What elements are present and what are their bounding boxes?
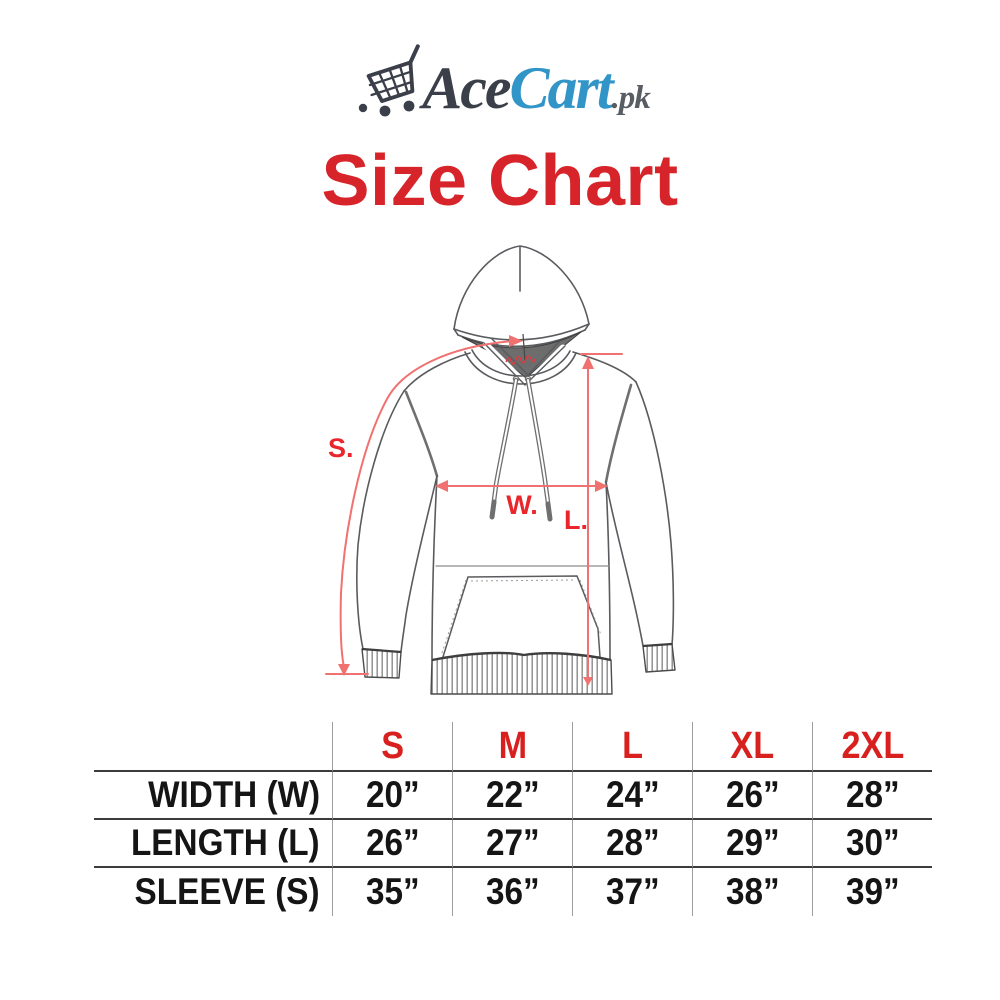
measurement-labels: S. W. L. bbox=[328, 433, 588, 535]
sleeve-measure-line bbox=[339, 340, 515, 668]
width-value-m: 22” bbox=[452, 772, 572, 820]
sleeve-value-m: 36” bbox=[452, 868, 572, 916]
right-raglan-seam bbox=[604, 383, 633, 484]
right-aglet bbox=[545, 501, 553, 522]
collar bbox=[464, 338, 577, 390]
hood-band-inner bbox=[457, 329, 586, 348]
length-value-s: 26” bbox=[332, 820, 452, 868]
right-body-side bbox=[605, 481, 611, 661]
row-label-width: WIDTH (W) bbox=[94, 772, 332, 820]
shopping-cart-icon bbox=[359, 44, 421, 117]
right-shoulder bbox=[572, 351, 637, 383]
right-sleeve-inner bbox=[605, 481, 644, 647]
ribbing bbox=[361, 642, 676, 695]
inner-hood-seam bbox=[522, 333, 526, 362]
brand-name-ace: Ace bbox=[422, 55, 511, 121]
sleeve-arrowhead-end bbox=[338, 664, 350, 676]
kangaroo-pocket bbox=[440, 575, 601, 661]
collar-brand-script-icon bbox=[505, 355, 536, 365]
size-header-l: L bbox=[572, 722, 692, 772]
pocket-stitching bbox=[440, 579, 602, 657]
sleeve-arrowhead-start bbox=[509, 335, 523, 347]
row-label-length: LENGTH (L) bbox=[94, 820, 332, 868]
drawstrings bbox=[489, 375, 553, 522]
sleeve-label: S. bbox=[328, 433, 354, 463]
sleeve-value-s: 35” bbox=[332, 868, 452, 916]
size-header-s: S bbox=[332, 722, 452, 772]
measurement-annotations bbox=[325, 335, 623, 686]
brand-name-tld: .pk bbox=[611, 80, 651, 116]
sleeve-value-2xl: 39” bbox=[812, 868, 932, 916]
hoodie-diagram: S. W. L. bbox=[300, 233, 720, 715]
length-value-m: 27” bbox=[452, 820, 572, 868]
length-label: L. bbox=[564, 505, 588, 535]
left-sleeve-inner bbox=[400, 475, 438, 653]
size-header-m: M bbox=[452, 722, 572, 772]
hood-band-outer bbox=[453, 323, 590, 341]
hoodie-illustration: S. W. L. bbox=[325, 245, 676, 695]
brand-name-cart: Cart bbox=[509, 55, 613, 121]
logo: AceCart.pk bbox=[0, 42, 1000, 134]
length-arrowhead-bottom bbox=[583, 677, 593, 686]
width-value-l: 24” bbox=[572, 772, 692, 820]
left-raglan-seam bbox=[404, 390, 439, 478]
length-arrowhead-top bbox=[582, 356, 594, 369]
width-value-s: 20” bbox=[332, 772, 452, 820]
length-value-xl: 29” bbox=[692, 820, 812, 868]
brand-name: AceCart.pk bbox=[422, 55, 651, 121]
length-value-2xl: 30” bbox=[812, 820, 932, 868]
length-value-l: 28” bbox=[572, 820, 692, 868]
sleeve-value-l: 37” bbox=[572, 868, 692, 916]
left-shoulder bbox=[403, 352, 471, 392]
size-header-xl: XL bbox=[692, 722, 812, 772]
right-cuff bbox=[642, 643, 676, 673]
right-sleeve-outer bbox=[635, 381, 675, 646]
left-body-side bbox=[431, 475, 438, 661]
body-and-sleeves bbox=[356, 351, 675, 661]
width-arrowhead-right bbox=[595, 480, 608, 492]
width-value-2xl: 28” bbox=[812, 772, 932, 820]
left-sleeve-outer bbox=[356, 390, 405, 650]
row-label-sleeve: SLEEVE (S) bbox=[134, 871, 320, 912]
size-table: S M L XL 2XL WIDTH (W) 20” 22” 24” 26” 2… bbox=[94, 722, 932, 916]
width-value-xl: 26” bbox=[692, 772, 812, 820]
width-arrowhead-left bbox=[435, 480, 448, 492]
hood-outline bbox=[453, 245, 590, 330]
size-header-2xl: 2XL bbox=[812, 722, 932, 772]
hem-band bbox=[430, 652, 613, 695]
sleeve-value-xl: 38” bbox=[692, 868, 812, 916]
left-aglet bbox=[489, 499, 497, 520]
hoodie-outline bbox=[453, 245, 590, 348]
table-corner-cell bbox=[94, 722, 332, 772]
width-label: W. bbox=[506, 490, 538, 520]
page-title: Size Chart bbox=[321, 141, 679, 221]
